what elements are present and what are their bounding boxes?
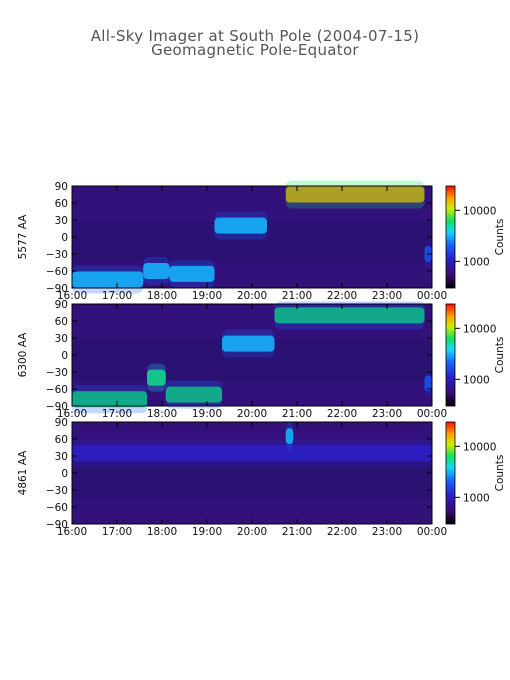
- chart-title: All-Sky Imager at South Pole (2004-07-15…: [91, 27, 419, 45]
- x-tick-label: 00:00: [417, 526, 447, 538]
- y-tick-label: −90: [46, 401, 68, 413]
- x-tick-label: 20:00: [237, 408, 267, 420]
- emission-glow-0: [72, 439, 432, 468]
- colorbar-tick-label: 1000: [463, 374, 490, 386]
- x-tick-label: 20:00: [237, 290, 267, 302]
- colorbar-frame: [445, 185, 456, 289]
- x-tick-label: 20:00: [237, 526, 267, 538]
- colorbar-label: Counts: [494, 455, 506, 492]
- emission-glow-1: [147, 363, 166, 392]
- y-tick-label: −30: [46, 485, 68, 497]
- colorbar-label: Counts: [494, 219, 506, 256]
- emission-feature-0: [72, 445, 432, 462]
- x-tick-label: 19:00: [192, 290, 222, 302]
- x-tick-label: 00:00: [417, 408, 447, 420]
- emission-glow-2: [165, 380, 222, 409]
- emission-feature-2: [169, 265, 215, 282]
- emission-feature-1: [143, 263, 170, 279]
- y-tick-label: 90: [55, 181, 68, 193]
- y-tick-label: −90: [46, 283, 68, 295]
- x-tick-label: 22:00: [327, 526, 357, 538]
- y-tick-label: 30: [55, 451, 68, 463]
- y-axis-label: 6300 AA: [17, 332, 29, 378]
- emission-feature-3: [222, 335, 275, 352]
- emission-glow-5: [424, 369, 432, 398]
- y-tick-label: 60: [55, 434, 68, 446]
- x-tick-label: 18:00: [147, 290, 177, 302]
- x-tick-label: 23:00: [372, 526, 402, 538]
- emission-feature-2: [165, 386, 222, 403]
- y-tick-label: −60: [46, 384, 68, 396]
- emission-glow-3: [214, 211, 267, 240]
- x-tick-label: 21:00: [282, 526, 312, 538]
- emission-glow-0: [72, 265, 144, 294]
- emission-feature-4: [274, 307, 425, 324]
- emission-feature-4: [285, 186, 425, 203]
- y-tick-label: −60: [46, 266, 68, 278]
- y-tick-label: −60: [46, 502, 68, 514]
- x-tick-label: 16:00: [57, 526, 87, 538]
- x-tick-label: 16:00: [57, 408, 87, 420]
- colorbar-tick-label: 1000: [463, 492, 490, 504]
- y-tick-label: 90: [55, 299, 68, 311]
- x-tick-label: 21:00: [282, 408, 312, 420]
- y-tick-label: −30: [46, 367, 68, 379]
- x-tick-label: 18:00: [147, 408, 177, 420]
- x-tick-label: 19:00: [192, 408, 222, 420]
- y-tick-label: 60: [55, 198, 68, 210]
- emission-feature-0: [72, 391, 147, 408]
- emission-glow-4: [285, 180, 425, 209]
- colorbar: [446, 186, 455, 288]
- emission-feature-5: [424, 375, 432, 392]
- x-tick-label: 17:00: [102, 526, 132, 538]
- colorbar: [446, 304, 455, 406]
- y-tick-label: 0: [61, 468, 68, 480]
- emission-glow-3: [222, 329, 275, 358]
- y-tick-label: −30: [46, 249, 68, 261]
- y-axis-label: 4861 AA: [17, 450, 29, 496]
- y-axis-label: 5577 AA: [17, 214, 29, 260]
- x-tick-label: 00:00: [417, 290, 447, 302]
- chart-subtitle: Geomagnetic Pole-Equator: [151, 41, 359, 59]
- colorbar-label: Counts: [494, 337, 506, 374]
- colorbar-tick-label: 1000: [463, 256, 490, 268]
- y-tick-label: 30: [55, 333, 68, 345]
- plot-shade: [72, 457, 432, 499]
- x-tick-label: 23:00: [372, 290, 402, 302]
- x-tick-label: 22:00: [327, 290, 357, 302]
- emission-glow-1: [143, 257, 170, 285]
- y-tick-label: 60: [55, 316, 68, 328]
- x-tick-label: 22:00: [327, 408, 357, 420]
- emission-feature-1: [285, 428, 294, 445]
- x-tick-label: 19:00: [192, 526, 222, 538]
- emission-glow-1: [285, 422, 294, 451]
- x-tick-label: 17:00: [102, 290, 132, 302]
- x-tick-label: 21:00: [282, 290, 312, 302]
- x-tick-label: 17:00: [102, 408, 132, 420]
- colorbar: [446, 422, 455, 524]
- colorbar-tick-label: 10000: [463, 323, 496, 335]
- x-tick-label: 16:00: [57, 290, 87, 302]
- x-tick-label: 18:00: [147, 526, 177, 538]
- colorbar-tick-label: 10000: [463, 205, 496, 217]
- colorbar-frame: [445, 303, 456, 407]
- emission-glow-2: [169, 259, 215, 288]
- y-tick-label: 0: [61, 232, 68, 244]
- emission-feature-0: [72, 271, 144, 288]
- y-tick-label: 90: [55, 417, 68, 429]
- emission-feature-1: [147, 369, 166, 386]
- colorbar-frame: [445, 421, 456, 525]
- y-tick-label: 30: [55, 215, 68, 227]
- y-tick-label: −90: [46, 519, 68, 531]
- x-tick-label: 23:00: [372, 408, 402, 420]
- colorbar-tick-label: 10000: [463, 441, 496, 453]
- y-tick-label: 0: [61, 350, 68, 362]
- emission-feature-3: [214, 217, 267, 234]
